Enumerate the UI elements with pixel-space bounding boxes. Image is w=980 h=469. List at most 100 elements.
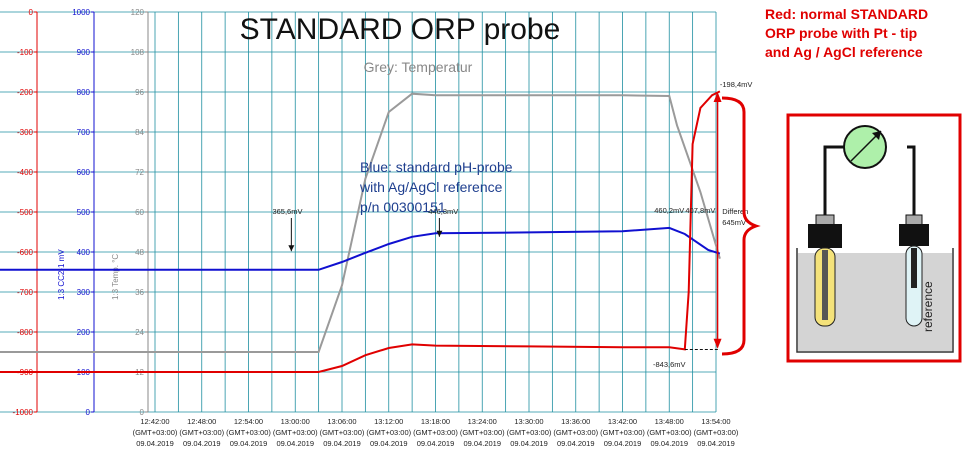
x-tick-time: 13:42:00: [608, 417, 637, 426]
pointer-arrow-head: [436, 230, 443, 237]
blue-note-line-1: Blue: standard pH-probe: [360, 159, 513, 175]
blue-note-line-3: p/n 00300151: [360, 199, 446, 215]
mv-tick-label: -600: [17, 248, 34, 257]
x-tick-timezone: (GMT+03:00): [133, 428, 178, 437]
x-tick-date: 09.04.2019: [557, 439, 595, 448]
x-tick-date: 09.04.2019: [370, 439, 408, 448]
x-tick-time: 13:36:00: [561, 417, 590, 426]
x-tick-date: 09.04.2019: [650, 439, 688, 448]
x-tick-date: 09.04.2019: [510, 439, 548, 448]
blue-note-line-2: with Ag/AgCl reference: [359, 179, 503, 195]
chart-subtitle: Grey: Temperatur: [364, 59, 473, 75]
temp-tick-label: 36: [135, 288, 144, 297]
mv-tick-label: -1000: [13, 408, 34, 417]
beaker: [796, 248, 954, 353]
annotations: 365,6mV 446,8mV 460,2mV 407,8mV -198,4mV -843…: [272, 80, 752, 369]
red-note-line-3: and Ag / AgCl reference: [765, 44, 923, 60]
difference-bracket: [721, 96, 761, 356]
temp-tick-label: 0: [140, 408, 145, 417]
x-tick-time: 13:18:00: [421, 417, 450, 426]
meter-arrow-icon: [872, 131, 881, 140]
x-tick-date: 09.04.2019: [604, 439, 642, 448]
data-annotation: -843,6mV: [653, 360, 686, 369]
x-tick-time: 13:12:00: [374, 417, 403, 426]
temp-tick-label: 48: [135, 248, 144, 257]
data-annotation: -198,4mV: [720, 80, 753, 89]
x-tick-timezone: (GMT+03:00): [507, 428, 552, 437]
temp-tick-label: 120: [131, 8, 145, 17]
mv-tick-label: 0: [29, 8, 34, 17]
series-line-1: [0, 226, 721, 271]
x-tick-time: 13:06:00: [327, 417, 356, 426]
chart-title: STANDARD ORP probe: [240, 13, 561, 46]
wire-right: [907, 145, 916, 215]
x-tick-time: 13:24:00: [468, 417, 497, 426]
temp-tick-label: 60: [135, 208, 144, 217]
x-tick-time: 13:30:00: [514, 417, 543, 426]
x-tick-timezone: (GMT+03:00): [460, 428, 505, 437]
x-tick-time: 12:54:00: [234, 417, 263, 426]
x-tick-date: 09.04.2019: [136, 439, 174, 448]
data-annotation: 365,6mV: [272, 207, 302, 216]
x-tick-timezone: (GMT+03:00): [320, 428, 365, 437]
ph-tick-label: 500: [77, 208, 91, 217]
reference-electrode-cap: [905, 214, 923, 226]
reference-electrode-core: [911, 248, 917, 288]
x-tick-timezone: (GMT+03:00): [647, 428, 692, 437]
orp-electrode-head: [808, 224, 842, 248]
x-tick-timezone: (GMT+03:00): [226, 428, 271, 437]
x-tick-date: 09.04.2019: [463, 439, 501, 448]
temp-tick-label: 72: [135, 168, 144, 177]
orp-electrode-cap: [815, 214, 835, 226]
ph-tick-label: 200: [77, 328, 91, 337]
x-tick-timezone: (GMT+03:00): [413, 428, 458, 437]
series-line-0: [0, 92, 721, 353]
pointer-arrow-head: [288, 245, 295, 252]
red-note-line-1: Red: normal STANDARD: [765, 6, 928, 22]
x-tick-date: 09.04.2019: [323, 439, 361, 448]
x-tick-date: 09.04.2019: [230, 439, 268, 448]
data-annotation: 407,8mV: [685, 206, 715, 215]
wire-left: [823, 145, 845, 215]
temp-axis-label: 1:3 Temp. °C: [111, 254, 120, 300]
x-tick-time: 12:42:00: [140, 417, 169, 426]
ph-tick-label: 1000: [72, 8, 90, 17]
x-tick-time: 13:54:00: [701, 417, 730, 426]
data-annotation: 460,2mV: [654, 206, 684, 215]
x-tick-date: 09.04.2019: [276, 439, 314, 448]
probe-diagram: reference: [786, 113, 962, 363]
x-axis: 12:42:00 (GMT+03:00) 09.04.2019 12:48:00 (GM…: [133, 417, 739, 448]
mv-tick-label: -300: [17, 128, 34, 137]
mv-tick-label: -800: [17, 328, 34, 337]
reference-electrode-head: [899, 224, 929, 246]
difference-arrow-head-up: [713, 92, 722, 102]
x-tick-time: 13:48:00: [655, 417, 684, 426]
series-line-2: [0, 90, 721, 373]
x-tick-time: 12:48:00: [187, 417, 216, 426]
x-tick-date: 09.04.2019: [417, 439, 455, 448]
red-note-line-2: ORP probe with Pt - tip: [765, 25, 917, 41]
temp-tick-label: 96: [135, 88, 144, 97]
ph-tick-label: 600: [77, 168, 91, 177]
mv-tick-label: -400: [17, 168, 34, 177]
x-tick-date: 09.04.2019: [697, 439, 735, 448]
ph-tick-label: 800: [77, 88, 91, 97]
x-tick-timezone: (GMT+03:00): [553, 428, 598, 437]
data-annotation: 645mV: [722, 218, 746, 227]
temp-tick-label: 108: [131, 48, 145, 57]
x-tick-timezone: (GMT+03:00): [600, 428, 645, 437]
data-annotation: 446,8mV: [428, 207, 458, 216]
mv-tick-label: -500: [17, 208, 34, 217]
reference-label: reference: [921, 281, 935, 332]
difference-arrow-head-down: [713, 338, 722, 349]
y-axes: 0-100-200-300-400-500-600-700-800-900-10…: [13, 8, 149, 417]
mv-tick-label: -200: [17, 88, 34, 97]
ph-axis-label: 1:3 CC2-1 mV: [57, 249, 66, 300]
x-tick-timezone: (GMT+03:00): [179, 428, 224, 437]
temp-tick-label: 84: [135, 128, 144, 137]
series: [0, 90, 721, 373]
ph-tick-label: 400: [77, 248, 91, 257]
x-tick-timezone: (GMT+03:00): [694, 428, 739, 437]
ph-tick-label: 700: [77, 128, 91, 137]
